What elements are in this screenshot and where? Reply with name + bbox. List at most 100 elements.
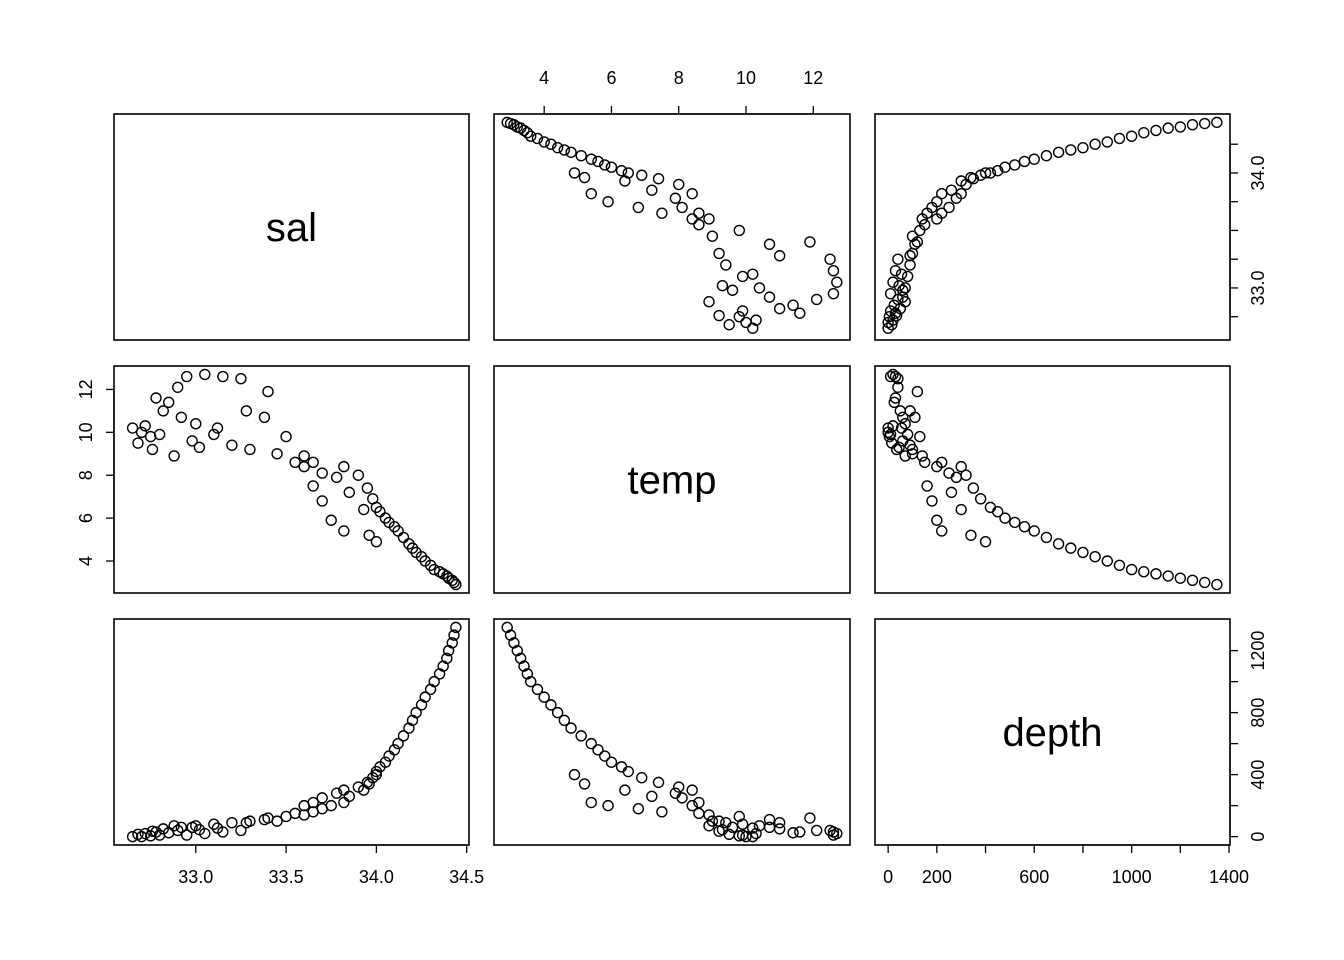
point-depth-vs-sal bbox=[352, 781, 365, 793]
point-sal-vs-depth bbox=[955, 175, 967, 187]
point-temp-vs-sal bbox=[330, 471, 343, 484]
point-sal-vs-temp bbox=[827, 264, 840, 277]
point-temp-vs-sal bbox=[146, 443, 159, 456]
point-temp-vs-sal bbox=[298, 460, 310, 473]
point-sal-vs-temp bbox=[686, 187, 698, 200]
point-temp-vs-depth bbox=[926, 495, 938, 507]
point-sal-vs-depth bbox=[1028, 153, 1040, 165]
point-sal-vs-temp bbox=[747, 268, 759, 280]
point-sal-vs-temp bbox=[585, 153, 597, 165]
point-sal-vs-temp bbox=[545, 138, 557, 150]
point-depth-vs-temp bbox=[703, 820, 715, 832]
point-sal-vs-depth bbox=[1138, 127, 1150, 139]
point-sal-vs-depth bbox=[1125, 130, 1138, 142]
point-depth-vs-sal bbox=[258, 813, 271, 826]
point-depth-vs-sal bbox=[146, 825, 159, 837]
point-depth-vs-sal bbox=[226, 816, 238, 829]
point-temp-vs-depth bbox=[936, 456, 948, 469]
point-sal-vs-depth bbox=[936, 207, 948, 219]
point-sal-vs-temp bbox=[726, 284, 739, 296]
point-temp-vs-depth bbox=[945, 486, 958, 499]
point-sal-vs-depth bbox=[936, 187, 948, 200]
point-sal-vs-temp bbox=[673, 178, 685, 191]
point-temp-vs-depth bbox=[1186, 574, 1199, 587]
point-depth-vs-sal bbox=[208, 818, 220, 830]
point-sal-vs-temp bbox=[636, 169, 648, 181]
point-temp-vs-depth bbox=[921, 480, 933, 492]
point-depth-vs-sal bbox=[157, 823, 169, 835]
point-sal-vs-temp bbox=[733, 310, 745, 323]
temp-left-tick-label: 10 bbox=[76, 422, 96, 442]
point-sal-vs-depth bbox=[992, 164, 1004, 177]
point-sal-vs-temp bbox=[713, 247, 725, 260]
point-sal-vs-temp bbox=[703, 296, 715, 308]
point-depth-vs-sal bbox=[240, 816, 253, 829]
point-temp-vs-depth bbox=[979, 535, 992, 548]
point-sal-vs-temp bbox=[615, 164, 628, 177]
panel-temp-vs-temp bbox=[493, 365, 851, 594]
point-temp-vs-sal bbox=[162, 396, 175, 408]
point-depth-vs-sal bbox=[446, 637, 458, 649]
point-temp-vs-sal bbox=[172, 381, 184, 393]
panel-sal-vs-sal bbox=[113, 113, 470, 341]
point-depth-vs-sal bbox=[126, 830, 139, 843]
point-sal-vs-depth bbox=[1150, 124, 1162, 137]
depth-bottom-tick-label: 200 bbox=[922, 867, 952, 887]
point-depth-vs-sal bbox=[419, 691, 431, 703]
panel-depth-vs-temp bbox=[493, 618, 851, 846]
point-temp-vs-sal bbox=[307, 456, 319, 469]
point-depth-vs-temp bbox=[787, 827, 799, 839]
point-temp-vs-depth bbox=[899, 450, 911, 462]
sal-right-tick-label: 34.0 bbox=[1248, 155, 1268, 190]
point-sal-vs-depth bbox=[1113, 132, 1126, 145]
point-depth-vs-sal bbox=[397, 730, 410, 742]
point-depth-vs-sal bbox=[392, 737, 404, 750]
point-depth-vs-temp bbox=[747, 822, 759, 834]
point-depth-vs-sal bbox=[139, 827, 151, 840]
point-depth-vs-temp bbox=[646, 790, 658, 803]
point-sal-vs-temp bbox=[656, 207, 668, 219]
point-depth-vs-sal bbox=[193, 823, 206, 836]
point-depth-vs-temp bbox=[686, 799, 698, 812]
point-sal-vs-depth bbox=[1018, 155, 1031, 168]
point-depth-vs-sal bbox=[388, 744, 401, 756]
point-temp-vs-sal bbox=[370, 535, 383, 548]
point-sal-vs-temp bbox=[599, 159, 611, 171]
diagonal-label-temp: temp bbox=[628, 459, 717, 503]
point-sal-vs-depth bbox=[1089, 138, 1101, 150]
point-depth-vs-temp bbox=[716, 823, 729, 836]
point-sal-vs-depth bbox=[1052, 146, 1065, 158]
point-temp-vs-depth bbox=[884, 370, 897, 383]
point-temp-vs-depth bbox=[992, 505, 1004, 518]
point-sal-vs-depth bbox=[890, 309, 903, 322]
point-sal-vs-depth bbox=[984, 167, 997, 179]
point-temp-vs-depth bbox=[897, 411, 909, 424]
point-depth-vs-sal bbox=[379, 756, 392, 768]
point-sal-vs-temp bbox=[703, 213, 715, 225]
point-depth-vs-sal bbox=[186, 821, 198, 834]
point-temp-vs-sal bbox=[217, 370, 229, 383]
point-sal-vs-depth bbox=[1186, 118, 1199, 131]
point-sal-vs-temp bbox=[693, 219, 705, 231]
point-depth-vs-sal bbox=[448, 629, 460, 641]
point-depth-vs-temp bbox=[578, 778, 591, 790]
point-depth-vs-temp bbox=[673, 781, 685, 793]
point-depth-vs-temp bbox=[693, 796, 705, 809]
depth-right-tick-label: 1200 bbox=[1248, 631, 1268, 671]
point-temp-vs-depth bbox=[1040, 531, 1053, 544]
point-depth-vs-temp bbox=[736, 829, 749, 841]
point-sal-vs-temp bbox=[713, 309, 725, 322]
point-temp-vs-depth bbox=[974, 493, 987, 505]
point-temp-vs-depth bbox=[916, 450, 928, 462]
point-temp-vs-sal bbox=[139, 420, 151, 432]
point-temp-vs-sal bbox=[181, 370, 193, 383]
point-temp-vs-depth bbox=[889, 370, 902, 383]
point-temp-vs-depth bbox=[914, 430, 926, 443]
point-sal-vs-depth bbox=[1101, 136, 1113, 148]
point-temp-vs-depth bbox=[1018, 520, 1031, 533]
point-sal-vs-temp bbox=[824, 253, 836, 265]
point-temp-vs-sal bbox=[361, 482, 374, 494]
temp-top-tick-label: 12 bbox=[803, 68, 823, 88]
point-temp-vs-sal bbox=[150, 392, 162, 404]
